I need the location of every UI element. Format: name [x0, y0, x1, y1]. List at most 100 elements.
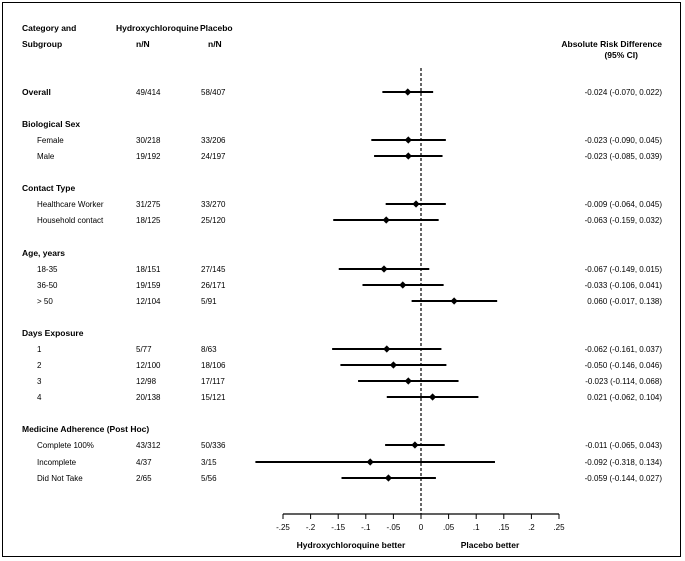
ci-text: -0.011 (-0.065, 0.043): [585, 441, 662, 450]
header-category-line1: Category and: [22, 23, 76, 33]
hcq-count: 19/192: [136, 152, 161, 161]
group-row: Days Exposure: [22, 328, 84, 338]
group-row: Medicine Adherence (Post Hoc): [22, 424, 149, 434]
ci-text: -0.024 (-0.070, 0.022): [585, 88, 663, 97]
subgroup-label: 18-35: [37, 265, 58, 274]
ci-text: -0.023 (-0.114, 0.068): [585, 377, 662, 386]
subgroup-label: Female: [37, 136, 64, 145]
header-effect-line2: (95% CI): [604, 50, 638, 60]
label-right-favors: Placebo better: [461, 540, 520, 550]
subgroup-label: 2: [37, 361, 42, 370]
ci-text: -0.023 (-0.090, 0.045): [585, 136, 663, 145]
placebo-count: 25/120: [201, 216, 226, 225]
ci-text: -0.063 (-0.159, 0.032): [585, 216, 663, 225]
placebo-count: 15/121: [201, 393, 226, 402]
point-estimate-marker: [366, 458, 374, 466]
point-estimate-marker: [389, 361, 397, 369]
subgroup-row: Complete 100% 43/312 50/336 -0.011 (-0.065,…: [37, 441, 662, 450]
subgroup-label: 36-50: [37, 281, 58, 290]
placebo-count: 17/117: [201, 377, 225, 386]
ci-text: -0.067 (-0.149, 0.015): [585, 265, 663, 274]
hcq-count: 12/100: [136, 361, 161, 370]
point-estimate-marker: [404, 88, 412, 96]
hcq-count: 5/77: [136, 345, 152, 354]
hcq-count: 31/275: [136, 200, 161, 209]
subgroup-row: Household contact 18/125 25/120 -0.063 (-0.…: [37, 216, 662, 225]
subgroup-row: Male 19/192 24/197 -0.023 (-0.085, 0.039): [37, 152, 662, 161]
x-tick-label: .2: [528, 523, 535, 532]
x-tick-label: .15: [498, 523, 510, 532]
point-estimate-marker: [380, 265, 388, 273]
ci-text: -0.033 (-0.106, 0.041): [585, 281, 663, 290]
placebo-count: 8/63: [201, 345, 217, 354]
placebo-count: 33/206: [201, 136, 226, 145]
x-tick-label: .25: [553, 523, 565, 532]
header-placebo: Placebo: [200, 23, 233, 33]
group-label: Overall: [22, 87, 51, 97]
placebo-count: 5/56: [201, 474, 217, 483]
subgroup-row: 1 5/77 8/63 -0.062 (-0.161, 0.037): [37, 345, 662, 354]
column-headers: Category and Subgroup Hydroxychloroquine…: [22, 23, 662, 60]
subgroup-row: 2 12/100 18/106 -0.050 (-0.146, 0.046): [37, 361, 662, 370]
placebo-count: 5/91: [201, 297, 217, 306]
ci-text: -0.092 (-0.318, 0.134): [585, 458, 663, 467]
group-label: Days Exposure: [22, 328, 84, 338]
x-axis: -.25 -.2 -.15 -.1 -.05 0 .05 .1 .15 .2 .25 Hydroxyc…: [276, 68, 565, 550]
forest-rows: Overall 49/414 58/407 -0.024 (-0.070, 0.022…: [22, 87, 662, 483]
subgroup-label: > 50: [37, 297, 53, 306]
subgroup-row: 4 20/138 15/121 0.021 (-0.062, 0.104): [37, 393, 662, 402]
group-row: Age, years: [22, 248, 65, 258]
point-estimate-marker: [382, 216, 390, 224]
hcq-count: 20/138: [136, 393, 161, 402]
header-category-line2: Subgroup: [22, 39, 62, 49]
placebo-count: 33/270: [201, 200, 226, 209]
placebo-count: 3/15: [201, 458, 217, 467]
ci-text: -0.023 (-0.085, 0.039): [585, 152, 663, 161]
subgroup-label: Incomplete: [37, 458, 77, 467]
point-estimate-marker: [404, 136, 412, 144]
hcq-count: 43/312: [136, 441, 161, 450]
point-estimate-marker: [404, 377, 412, 385]
label-left-favors: Hydroxychloroquine better: [297, 540, 406, 550]
hcq-count: 30/218: [136, 136, 161, 145]
header-placebo-n: n/N: [208, 39, 222, 49]
hcq-count: 12/98: [136, 377, 157, 386]
hcq-count: 49/414: [136, 88, 161, 97]
hcq-count: 19/159: [136, 281, 161, 290]
subgroup-row: Incomplete 4/37 3/15 -0.092 (-0.318, 0.134): [37, 458, 662, 467]
group-label: Age, years: [22, 248, 65, 258]
header-treatment-n: n/N: [136, 39, 150, 49]
placebo-count: 58/407: [201, 88, 226, 97]
subgroup-label: Did Not Take: [37, 474, 83, 483]
group-label: Biological Sex: [22, 119, 80, 129]
x-tick-label: 0: [419, 523, 424, 532]
ci-text: -0.062 (-0.161, 0.037): [585, 345, 663, 354]
hcq-count: 18/151: [136, 265, 161, 274]
placebo-count: 26/171: [201, 281, 226, 290]
subgroup-row: > 50 12/104 5/91 0.060 (-0.017, 0.138): [37, 297, 662, 306]
group-row: Biological Sex: [22, 119, 80, 129]
hcq-count: 12/104: [136, 297, 161, 306]
hcq-count: 2/65: [136, 474, 152, 483]
point-estimate-marker: [412, 200, 420, 208]
subgroup-label: Male: [37, 152, 55, 161]
x-tick-label: -.2: [306, 523, 316, 532]
x-tick-label: .1: [473, 523, 480, 532]
x-tick-label: -.15: [331, 523, 345, 532]
subgroup-label: 4: [37, 393, 42, 402]
x-tick-label: -.05: [387, 523, 401, 532]
placebo-count: 18/106: [201, 361, 226, 370]
group-label: Medicine Adherence (Post Hoc): [22, 424, 149, 434]
hcq-count: 4/37: [136, 458, 152, 467]
ci-text: 0.060 (-0.017, 0.138): [587, 297, 662, 306]
x-tick-label: -.1: [361, 523, 371, 532]
ci-text: 0.021 (-0.062, 0.104): [587, 393, 662, 402]
point-estimate-marker: [450, 297, 458, 305]
subgroup-label: Complete 100%: [37, 441, 94, 450]
group-row: Contact Type: [22, 183, 75, 193]
header-effect-line1: Absolute Risk Difference: [561, 39, 662, 49]
subgroup-row: 18-35 18/151 27/145 -0.067 (-0.149, 0.015): [37, 265, 662, 274]
point-estimate-marker: [428, 393, 437, 401]
subgroup-row: 36-50 19/159 26/171 -0.033 (-0.106, 0.041): [37, 281, 662, 290]
